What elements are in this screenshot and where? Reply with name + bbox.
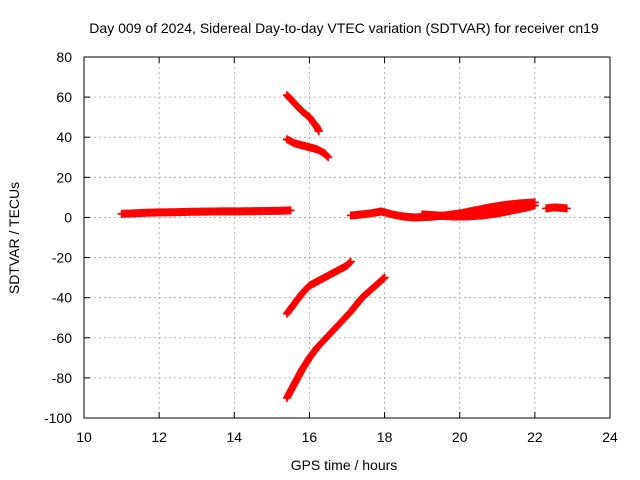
y-tick-label: -80 <box>52 370 72 386</box>
data-point <box>380 273 389 282</box>
data-point <box>324 153 333 162</box>
data-point <box>286 206 295 215</box>
series-2 <box>282 91 323 136</box>
y-tick-label: -100 <box>44 410 72 426</box>
y-axis-label: SDTVAR / TECUs <box>6 182 22 294</box>
y-tick-label: 60 <box>56 89 72 105</box>
series-1 <box>117 206 295 218</box>
x-axis-label: GPS time / hours <box>291 457 398 473</box>
y-tick-label: -20 <box>52 250 72 266</box>
y-tick-label: 40 <box>56 129 72 145</box>
y-tick-label: -40 <box>52 290 72 306</box>
y-tick-label: -60 <box>52 330 72 346</box>
series-8 <box>542 203 571 213</box>
y-tick-label: 80 <box>56 49 72 65</box>
y-tick-label: 0 <box>64 209 72 225</box>
x-tick-label: 18 <box>377 429 393 445</box>
axis-ticks: 10 12 14 16 18 20 22 24 -100 -80 -60 -40 -20 0 20 40 60 8… <box>44 49 618 445</box>
data-point <box>323 152 332 161</box>
series-3 <box>282 135 333 162</box>
plot-frame <box>83 56 611 419</box>
x-tick-label: 12 <box>151 429 167 445</box>
series-4 <box>282 257 355 318</box>
x-tick-label: 14 <box>226 429 242 445</box>
x-tick-label: 16 <box>302 429 318 445</box>
x-tick-label: 20 <box>452 429 468 445</box>
series-6 <box>346 198 539 222</box>
x-tick-label: 10 <box>76 429 92 445</box>
data-point <box>562 204 571 213</box>
y-tick-label: 20 <box>56 169 72 185</box>
series-5 <box>282 273 389 402</box>
x-tick-label: 24 <box>602 429 618 445</box>
data-points <box>117 91 571 402</box>
data-point <box>530 201 539 210</box>
series-7 <box>418 201 539 221</box>
x-tick-label: 22 <box>527 429 543 445</box>
chart-title: Day 009 of 2024, Sidereal Day-to-day VTE… <box>89 20 599 36</box>
data-point <box>345 258 354 267</box>
data-point <box>379 274 388 283</box>
data-point <box>314 127 323 136</box>
data-point <box>346 257 355 266</box>
